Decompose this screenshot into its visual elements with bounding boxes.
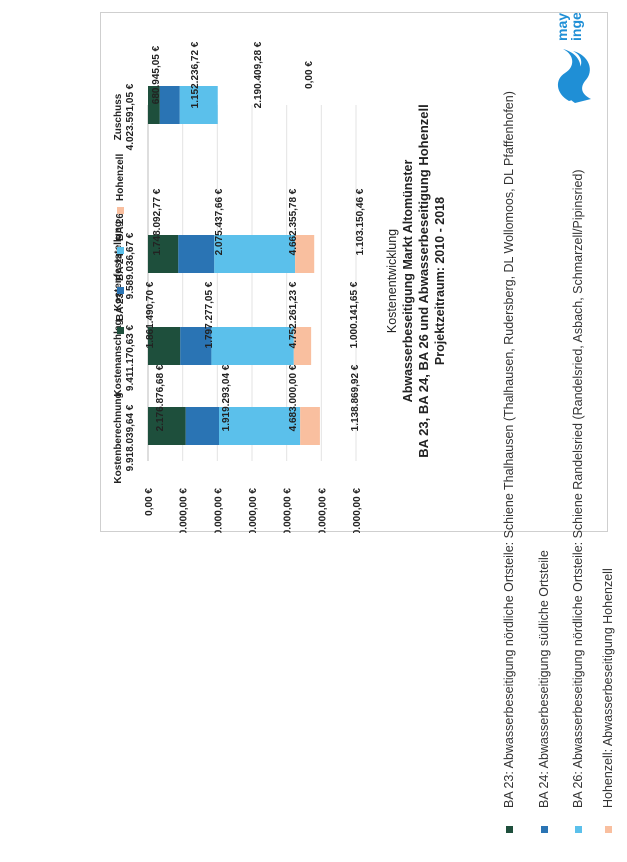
caption-text: BA 23: Abwasserbeseitigung nördliche Ort… [502, 91, 516, 808]
logo-text-line1: mayr [554, 13, 570, 41]
y-tick-label: 2.000.000,00 € [179, 488, 190, 533]
bar-segment [293, 327, 312, 365]
legend-label: BA 23 [115, 293, 126, 321]
bar-segment [219, 407, 301, 445]
caption-text: BA 24: Abwasserbeseitigung südliche Orts… [537, 550, 551, 808]
bar-segment [148, 407, 186, 445]
chart: 0,00 € 2.000.000,00 € 4.000.000,00 € 6.000.… [113, 13, 591, 533]
y-tick-label: 12.000.000,00 € [352, 488, 363, 533]
data-label: 2.190.409,28 € [253, 41, 264, 108]
chart-title-line: Abwasserbeseitigung Markt Altomünster [401, 160, 415, 403]
caption-marker [541, 826, 548, 833]
category-label: Kostenfeststellung [113, 221, 124, 311]
chart-frame: 0,00 € 2.000.000,00 € 4.000.000,00 € 6.000.… [100, 12, 608, 533]
data-label: 4.662.355,78 € [288, 188, 299, 255]
data-label: 1.861.490,70 € [145, 281, 156, 348]
data-label: 4.752.261,23 € [288, 281, 299, 348]
data-label: 1.103.150,46 € [355, 188, 366, 255]
legend-label: BA 26 [115, 213, 126, 241]
category-total-label: 9.589.036,67 € [125, 232, 136, 299]
logo-mark-icon [558, 49, 591, 103]
data-label: 0,00 € [304, 61, 315, 89]
data-label: 1.152.236,72 € [190, 41, 201, 108]
data-label: 1.748.092,77 € [152, 188, 163, 255]
legend-swatch [117, 327, 124, 334]
category-total-label: 9.918.039,64 € [125, 404, 136, 471]
bar-segment [180, 327, 212, 365]
category-label: Zuschuss [113, 93, 124, 140]
bar-segment [148, 327, 181, 365]
category-label: Kostenberechnung [113, 392, 124, 483]
bar-segment [185, 407, 220, 445]
bar-segment [295, 235, 315, 273]
y-tick-label: 0,00 € [144, 488, 155, 516]
y-tick-label: 8.000.000,00 € [283, 488, 294, 533]
bar-segment [148, 86, 160, 124]
bar-segment [148, 235, 179, 273]
legend-swatch [117, 247, 124, 254]
data-label: 4.683.000,00 € [288, 364, 299, 431]
bar-segment [211, 327, 294, 365]
bar-segment [179, 86, 218, 124]
y-tick-label: 4.000.000,00 € [213, 488, 224, 533]
caption-text: Hohenzell: Abwasserbeseitigung Hohenzell [601, 568, 615, 808]
legend-swatch [117, 287, 124, 294]
logo: mayringenieure [554, 13, 591, 103]
bar-segment [214, 235, 296, 273]
caption-marker [506, 826, 513, 833]
legend-label: BA 24 [115, 253, 126, 281]
y-tick-label: 6.000.000,00 € [248, 488, 259, 533]
caption-marker [605, 826, 612, 833]
chart-title-line: Projektzeitraum: 2010 - 2018 [433, 197, 447, 365]
data-label: 1.797.277,05 € [204, 281, 215, 348]
data-label: 2.075.437,66 € [214, 188, 225, 255]
caption-marker [575, 826, 582, 833]
logo-text-line2: ingenieure [568, 13, 584, 41]
data-label: 2.176.876,68 € [155, 364, 166, 431]
y-tick-label: 10.000.000,00 € [317, 488, 328, 533]
data-label: 1.919.293,04 € [221, 364, 232, 431]
chart-title-line: BA 23, BA 24, BA 26 und Abwasserbeseitig… [416, 104, 431, 457]
data-label: 680.945,05 € [151, 45, 162, 104]
chart-title-line: Kostenentwicklung [385, 229, 399, 333]
category-total-label: 4.023.591,05 € [125, 83, 136, 150]
legend-label: Hohenzell [115, 154, 126, 201]
category-total-label: 9.411.170,63 € [125, 324, 136, 391]
data-label: 1.000.141,65 € [349, 281, 360, 348]
bar-segment [159, 86, 180, 124]
data-label: 1.138.869,92 € [350, 364, 361, 431]
legend-swatch [117, 207, 124, 214]
bar-segment [300, 407, 320, 445]
bar-segment [178, 235, 215, 273]
category-label: Kostenanschlag [113, 319, 124, 396]
caption-text: BA 26: Abwasserbeseitigung nördliche Ort… [571, 169, 585, 808]
